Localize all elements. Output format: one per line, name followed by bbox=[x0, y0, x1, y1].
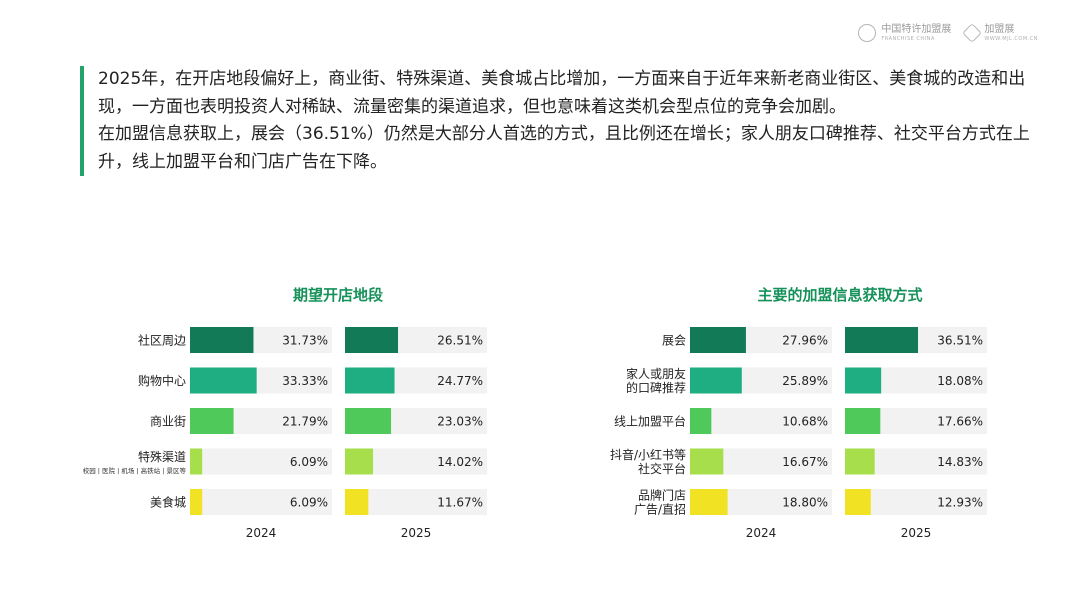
bar bbox=[690, 327, 746, 353]
intro-paragraph: 在加盟信息获取上，展会（36.51%）仍然是大部分人首选的方式，且比例还在增长；… bbox=[98, 124, 1030, 172]
category-label: 特殊渠道 bbox=[138, 449, 186, 464]
bar bbox=[190, 327, 254, 353]
mjl-logo: 加盟展 WWW.MJL.COM.CN bbox=[962, 23, 1038, 43]
category-label: 购物中心 bbox=[138, 373, 186, 388]
logo-en-text: FRANCHISE CHINA bbox=[881, 35, 935, 42]
series-year-label: 2024 bbox=[246, 526, 277, 540]
bar-value-label: 18.80% bbox=[782, 496, 828, 510]
bar bbox=[190, 448, 203, 475]
bar bbox=[845, 489, 871, 515]
bar-value-label: 17.66% bbox=[937, 415, 983, 429]
bar bbox=[690, 408, 712, 434]
bar-value-label: 25.89% bbox=[782, 374, 828, 388]
bar bbox=[345, 367, 395, 394]
bar bbox=[845, 327, 919, 353]
bar-value-label: 23.03% bbox=[437, 415, 483, 429]
category-label: 线上加盟平台 bbox=[614, 414, 686, 429]
intro-paragraph: 2025年，在开店地段偏好上，商业街、特殊渠道、美食城占比增加，一方面来自于近年… bbox=[98, 69, 1026, 117]
bar bbox=[345, 408, 392, 434]
bar bbox=[690, 489, 728, 515]
category-label: 社区周边 bbox=[138, 333, 186, 348]
bar bbox=[190, 367, 257, 394]
category-label: 社交平台 bbox=[638, 461, 686, 476]
bar-value-label: 6.09% bbox=[290, 455, 328, 469]
category-label: 美食城 bbox=[150, 495, 186, 510]
bar-value-label: 33.33% bbox=[282, 374, 328, 388]
bar-value-label: 36.51% bbox=[937, 334, 983, 348]
franchise-china-logo-icon bbox=[858, 24, 877, 42]
logo-cn-text: 中国特许加盟展 bbox=[881, 23, 952, 35]
bar-value-label: 14.83% bbox=[937, 455, 983, 469]
franchise-china-logo: 中国特许加盟展 FRANCHISE CHINA bbox=[858, 24, 951, 42]
category-label: 的口碑推荐 bbox=[626, 380, 686, 395]
bar-track bbox=[345, 489, 487, 515]
bar-value-label: 14.02% bbox=[437, 455, 483, 469]
bar bbox=[690, 367, 742, 394]
bar-value-label: 18.08% bbox=[937, 374, 983, 388]
bar bbox=[190, 408, 234, 434]
category-label: 展会 bbox=[662, 334, 686, 348]
chart-location: 社区周边 31.73% 26.51% 购物中心 33.33% 24.77% 商业街 21.79… bbox=[83, 327, 487, 540]
bar bbox=[845, 448, 875, 475]
chart-title-location: 期望开店地段 bbox=[292, 286, 383, 304]
bar bbox=[190, 489, 203, 515]
bar-value-label: 27.96% bbox=[782, 334, 828, 348]
bar bbox=[345, 327, 399, 353]
bar-value-label: 10.68% bbox=[782, 415, 828, 429]
chart-title-channel: 主要的加盟信息获取方式 bbox=[757, 286, 923, 304]
bar-value-label: 31.73% bbox=[282, 334, 328, 348]
series-year-label: 2025 bbox=[901, 526, 932, 540]
series-year-label: 2024 bbox=[746, 526, 777, 540]
logo-cn-text: 加盟展 bbox=[984, 23, 1015, 35]
bar-value-label: 21.79% bbox=[282, 415, 328, 429]
bar-value-label: 6.09% bbox=[290, 496, 328, 510]
bar bbox=[345, 448, 374, 475]
bar bbox=[345, 489, 369, 515]
category-label: 抖音/小红书等 bbox=[610, 447, 686, 462]
bar bbox=[845, 408, 881, 434]
category-label: 家人或朋友 bbox=[626, 366, 686, 381]
bar-track bbox=[690, 408, 832, 434]
logo-en-text: WWW.MJL.COM.CN bbox=[984, 35, 1038, 42]
bar-value-label: 12.93% bbox=[937, 496, 983, 510]
bar bbox=[690, 448, 724, 475]
category-note: 校园 | 医院 | 机场 | 高铁站 | 景区等 bbox=[83, 466, 187, 475]
bar-track bbox=[190, 489, 332, 515]
category-label: 品牌门店 bbox=[638, 488, 686, 503]
bar-track bbox=[190, 448, 332, 475]
bar-value-label: 11.67% bbox=[437, 496, 483, 510]
intro-text-block: 2025年，在开店地段偏好上，商业街、特殊渠道、美食城占比增加，一方面来自于近年… bbox=[80, 66, 1048, 176]
bar-value-label: 26.51% bbox=[437, 334, 483, 348]
category-label: 商业街 bbox=[150, 414, 186, 429]
header-logos: 中国特许加盟展 FRANCHISE CHINA 加盟展 WWW.MJL.COM.… bbox=[858, 23, 1038, 43]
bar bbox=[845, 367, 882, 394]
mjl-logo-icon bbox=[962, 23, 983, 43]
category-label: 广告/直招 bbox=[634, 503, 686, 517]
series-year-label: 2025 bbox=[401, 526, 432, 540]
bar-value-label: 16.67% bbox=[782, 455, 828, 469]
bar-value-label: 24.77% bbox=[437, 374, 483, 388]
